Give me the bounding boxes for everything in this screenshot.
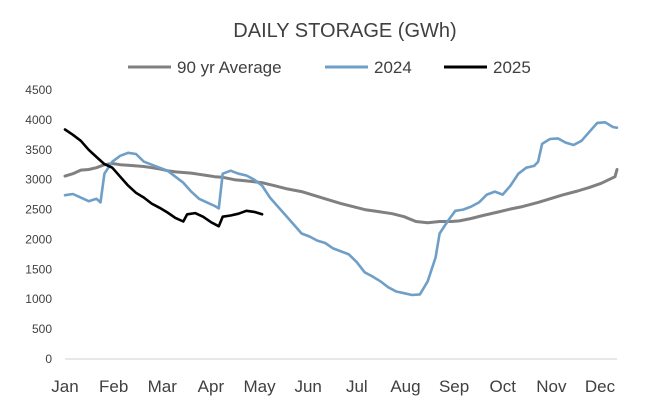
x-tick-label: Feb bbox=[99, 377, 128, 396]
series-line-90-yr-average bbox=[63, 162, 619, 225]
y-tick-label: 2000 bbox=[25, 232, 52, 246]
y-tick-label: 4500 bbox=[25, 83, 52, 97]
x-tick-label: Jan bbox=[51, 377, 78, 396]
chart-series bbox=[63, 121, 619, 297]
legend-label: 2024 bbox=[374, 58, 412, 77]
x-tick-label: May bbox=[243, 377, 276, 396]
y-tick-label: 3500 bbox=[25, 143, 52, 157]
chart-title: DAILY STORAGE (GWh) bbox=[233, 20, 456, 42]
y-tick-label: 4000 bbox=[25, 113, 52, 127]
x-tick-label: Mar bbox=[148, 377, 178, 396]
y-tick-label: 1500 bbox=[25, 262, 52, 276]
chart-legend: 90 yr Average 2024 2025 bbox=[128, 58, 531, 77]
y-tick-label: 2500 bbox=[25, 203, 52, 217]
x-tick-label: Apr bbox=[198, 377, 225, 396]
x-tick-label: Jul bbox=[346, 377, 368, 396]
series-line-2024 bbox=[63, 121, 619, 297]
y-tick-label: 500 bbox=[32, 322, 52, 336]
x-tick-label: Aug bbox=[390, 377, 420, 396]
legend-label: 2025 bbox=[493, 58, 531, 77]
y-tick-label: 0 bbox=[45, 352, 52, 366]
legend-label: 90 yr Average bbox=[177, 58, 282, 77]
y-tick-label: 3000 bbox=[25, 173, 52, 187]
chart-axes: 0 500 1000 1500 2000 2500 3000 3500 4000 4500 Jan F… bbox=[25, 83, 617, 396]
x-tick-label: Dec bbox=[585, 377, 616, 396]
x-tick-label: Oct bbox=[489, 377, 516, 396]
series-line-2025 bbox=[63, 128, 264, 228]
x-tick-label: Jun bbox=[294, 377, 321, 396]
x-tick-label: Nov bbox=[536, 377, 567, 396]
x-tick-label: Sep bbox=[439, 377, 469, 396]
y-tick-label: 1000 bbox=[25, 292, 52, 306]
